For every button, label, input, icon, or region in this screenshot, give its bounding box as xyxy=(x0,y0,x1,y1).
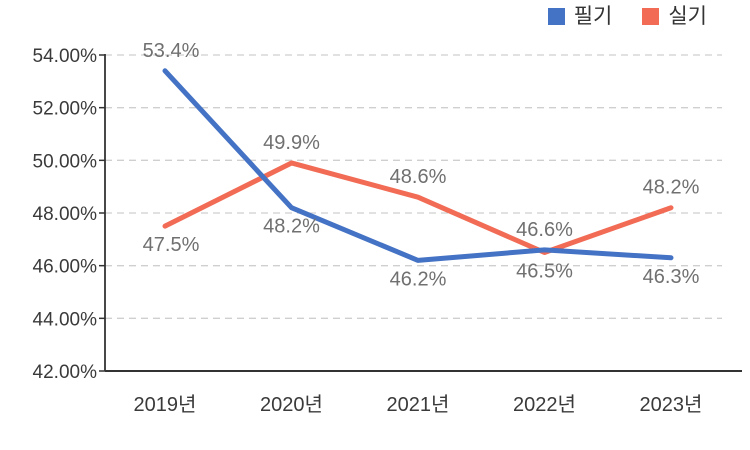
series-line-pilgi xyxy=(162,68,674,263)
y-axis-tick-label: 52.00% xyxy=(33,99,98,120)
y-axis-tick-label: 50.00% xyxy=(33,151,98,172)
legend-swatch-silgi xyxy=(642,8,660,25)
x-axis-label: 2019년 xyxy=(134,393,197,416)
y-axis-tick-label: 54.00% xyxy=(33,46,98,67)
data-label-silgi: 48.6% xyxy=(390,166,447,188)
data-label-pilgi: 53.4% xyxy=(143,40,200,62)
x-axis-label: 2020년 xyxy=(260,393,323,416)
y-axis-tick-label: 46.00% xyxy=(33,257,98,278)
data-label-pilgi: 46.2% xyxy=(390,268,447,290)
series-line-silgi xyxy=(162,160,674,255)
chart-legend: 필기 실기 xyxy=(547,5,707,28)
x-axis-label: 2023년 xyxy=(640,393,703,416)
x-axis-label: 2022년 xyxy=(513,393,576,416)
data-label-pilgi: 46.3% xyxy=(643,266,700,288)
legend-label-silgi: 실기 xyxy=(668,5,707,28)
x-axis-label: 2021년 xyxy=(387,393,450,416)
data-label-silgi: 48.2% xyxy=(643,177,700,199)
data-label-pilgi: 48.2% xyxy=(263,216,320,238)
data-label-silgi: 49.9% xyxy=(263,132,320,154)
y-axis-tick-label: 48.00% xyxy=(33,204,98,225)
legend-item-pilgi: 필기 xyxy=(547,5,613,28)
data-label-silgi: 47.5% xyxy=(143,234,200,256)
data-label-pilgi: 46.6% xyxy=(516,219,573,241)
legend-label-pilgi: 필기 xyxy=(573,5,613,28)
legend-swatch-pilgi xyxy=(547,8,565,25)
y-axis-tick-label: 42.00% xyxy=(33,362,98,383)
legend-item-silgi: 실기 xyxy=(642,6,707,27)
y-axis-tick-label: 44.00% xyxy=(33,309,98,330)
data-label-silgi: 46.5% xyxy=(516,261,573,283)
